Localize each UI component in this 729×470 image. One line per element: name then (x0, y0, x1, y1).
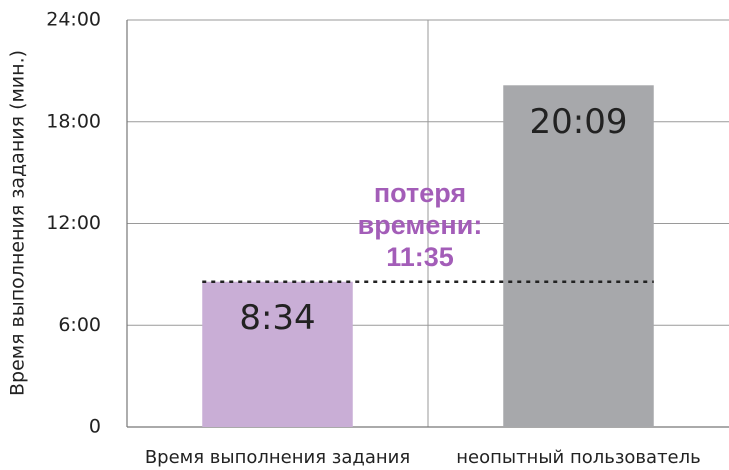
y-tick-label: 6:00 (58, 314, 101, 336)
value-label: 20:09 (530, 102, 628, 142)
annotation: 11:35 (386, 242, 454, 272)
bar (503, 85, 654, 427)
y-axis-label: Время выполнения задания (мин.) (7, 50, 29, 396)
annotation: времени: (358, 210, 483, 240)
x-tick-label: Время выполнения задания (145, 447, 410, 468)
annotation: потеря (374, 178, 466, 208)
y-tick-label: 18:00 (46, 110, 101, 132)
value-label: 8:34 (239, 298, 315, 338)
y-tick-label: 0 (89, 416, 101, 438)
bar (202, 281, 353, 427)
y-tick-label: 24:00 (46, 9, 101, 31)
x-tick-label: неопытный пользователь (456, 447, 701, 468)
y-tick-label: 12:00 (46, 212, 101, 234)
